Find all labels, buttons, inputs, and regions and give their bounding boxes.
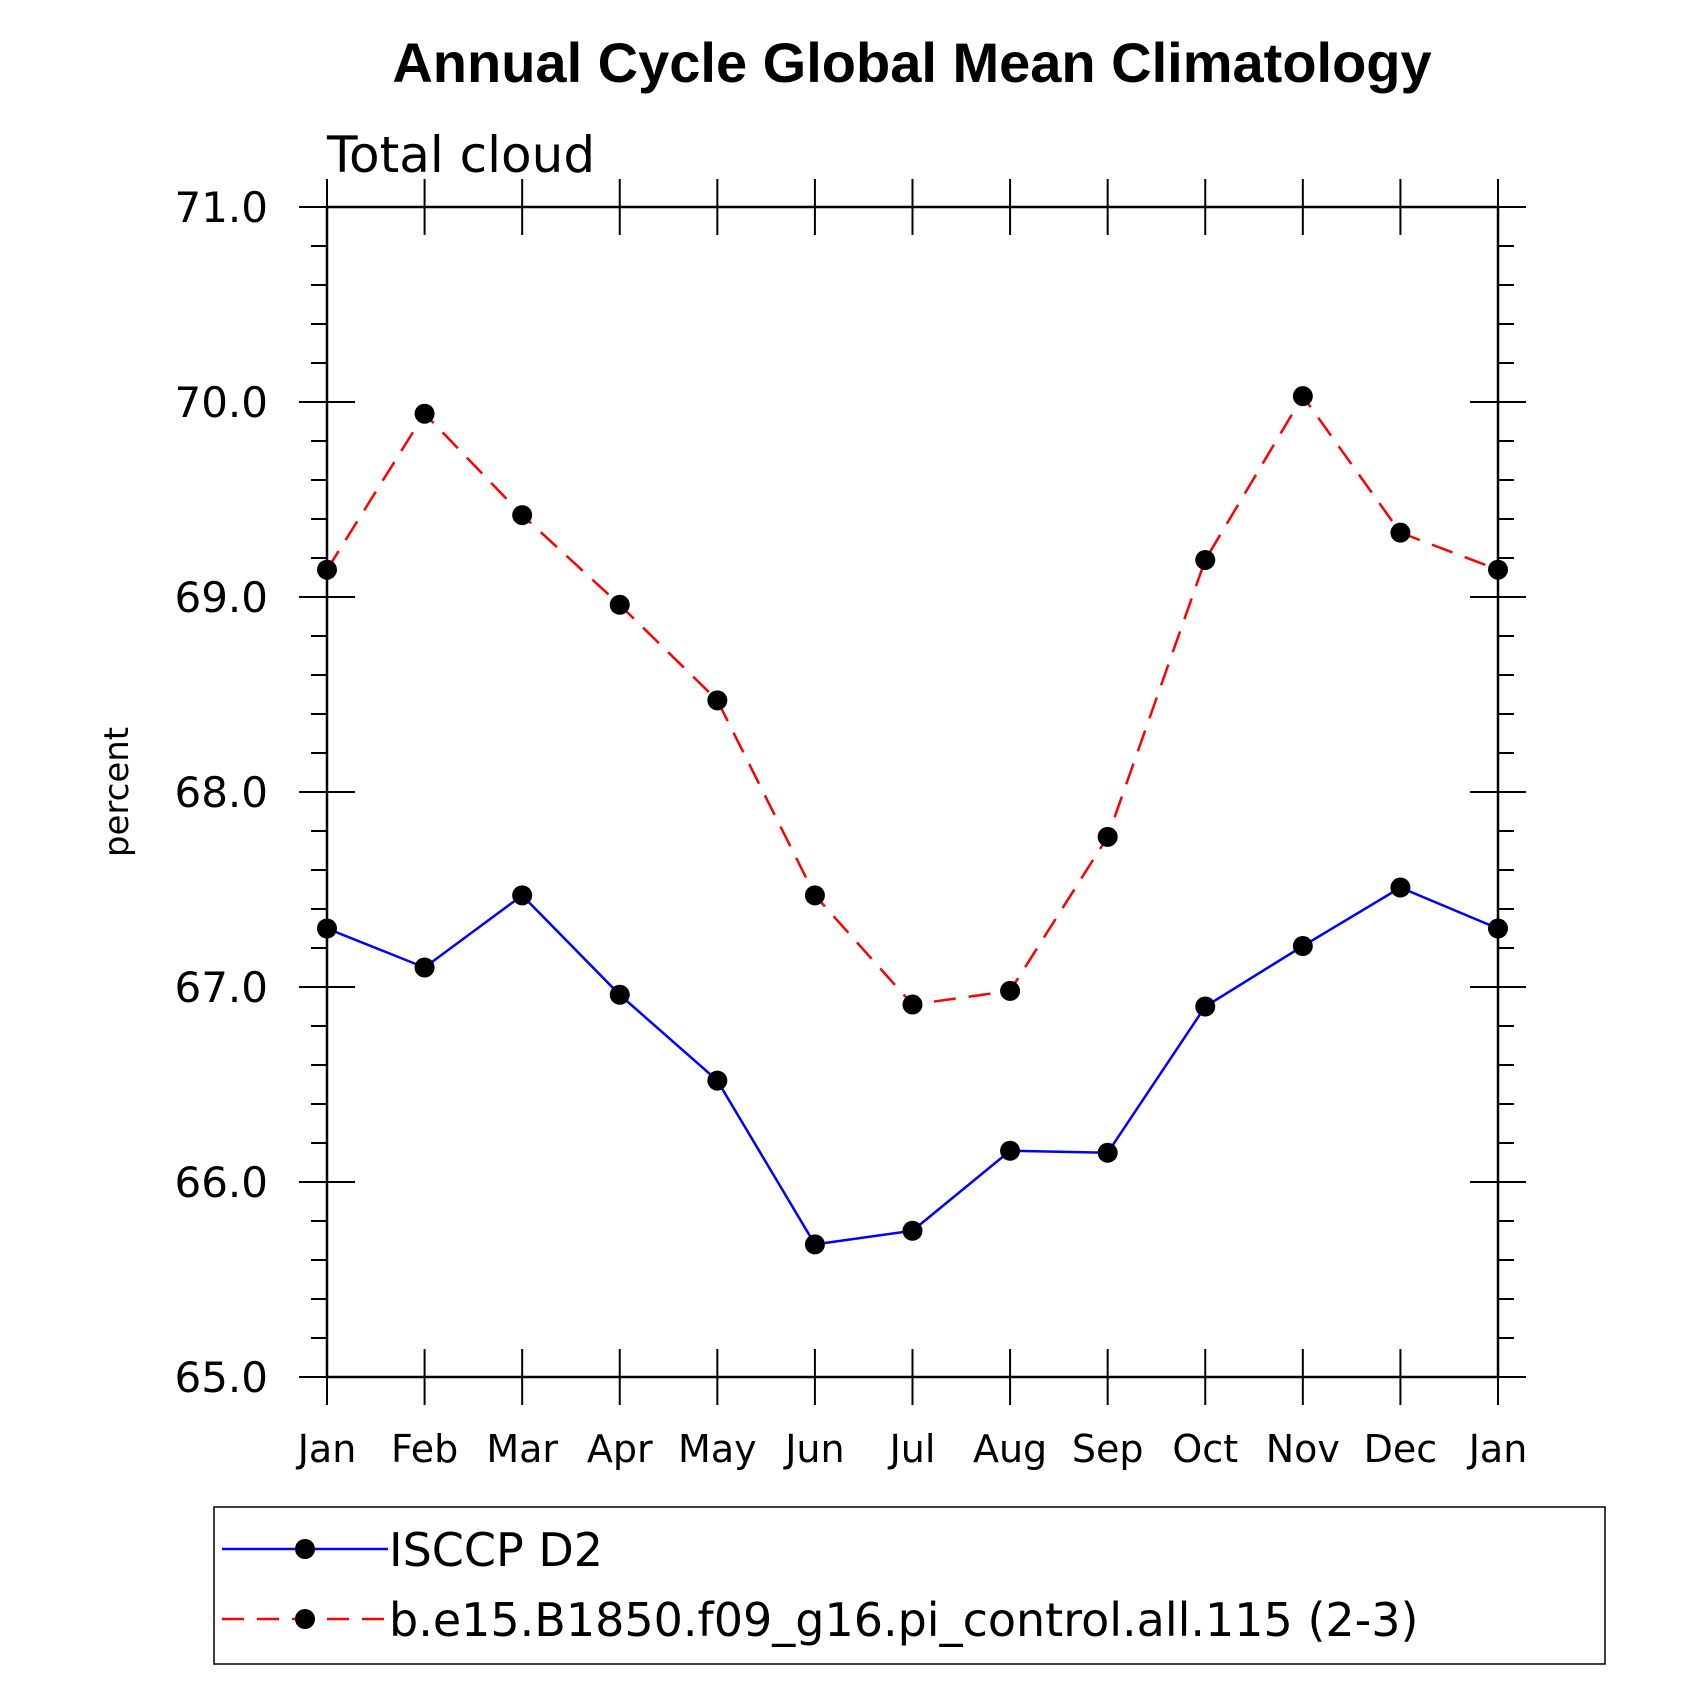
y-tick-label: 68.0 xyxy=(174,768,268,817)
x-tick-label: Apr xyxy=(587,1427,653,1471)
x-tick-label: Sep xyxy=(1072,1427,1144,1471)
x-tick-label: Mar xyxy=(486,1427,558,1471)
x-tick-label: Feb xyxy=(391,1427,458,1471)
y-tick-label: 69.0 xyxy=(174,573,268,622)
data-point xyxy=(804,885,825,906)
data-point xyxy=(317,918,337,939)
x-tick-label: Jul xyxy=(888,1427,936,1471)
series-line xyxy=(325,393,1499,1006)
data-point xyxy=(1097,1142,1118,1163)
y-tick-label: 67.0 xyxy=(174,963,268,1012)
data-point xyxy=(1488,559,1508,580)
data-point xyxy=(1390,877,1411,898)
data-point xyxy=(414,957,435,978)
data-point xyxy=(1488,918,1508,939)
y-tick-label: 71.0 xyxy=(174,183,268,232)
x-tick-label: Nov xyxy=(1266,1427,1340,1471)
data-point xyxy=(512,505,533,526)
series-layer xyxy=(317,386,1508,1255)
axes: 65.0 66.0 67.0 68.0 69.0 70.0 71.0 Jan Feb Mar Apr… xyxy=(174,179,1527,1471)
legend-label: b.e15.B1850.f09_g16.pi_control.all.115 (… xyxy=(389,1593,1418,1647)
legend: ISCCP D2 b.e15.B1850.f09_g16.pi_control.a… xyxy=(213,1506,1606,1665)
data-point xyxy=(1000,1140,1021,1161)
legend-marker xyxy=(295,1539,315,1559)
data-point xyxy=(1097,826,1118,847)
data-point xyxy=(1292,936,1313,957)
data-point xyxy=(804,1234,825,1255)
y-tick-label: 65.0 xyxy=(174,1353,268,1402)
x-tick-label: Jan xyxy=(296,1427,357,1471)
data-point xyxy=(902,1220,923,1241)
data-point xyxy=(317,559,337,580)
data-point xyxy=(1000,980,1021,1001)
data-point xyxy=(414,403,435,424)
y-tick-label: 66.0 xyxy=(174,1158,268,1207)
chart-title: Annual Cycle Global Mean Climatology xyxy=(392,31,1431,94)
data-point xyxy=(512,885,533,906)
x-tick-label: Oct xyxy=(1172,1427,1238,1471)
chart-subtitle: Total cloud xyxy=(326,126,595,184)
data-point xyxy=(707,690,728,711)
x-tick-label: Aug xyxy=(973,1427,1047,1471)
x-tick-label: May xyxy=(678,1427,757,1471)
x-tick-label: Jun xyxy=(783,1427,844,1471)
x-tick-label: Jan xyxy=(1467,1427,1528,1471)
data-point xyxy=(1390,522,1411,543)
y-axis-label: percent xyxy=(97,727,137,857)
x-tick-label: Dec xyxy=(1364,1427,1438,1471)
data-point xyxy=(1195,549,1216,570)
data-point xyxy=(707,1070,728,1091)
data-point xyxy=(1195,996,1216,1017)
legend-box xyxy=(213,1506,1606,1665)
data-point xyxy=(609,594,630,615)
legend-label: ISCCP D2 xyxy=(389,1523,603,1577)
data-point xyxy=(609,984,630,1005)
data-point xyxy=(902,994,923,1015)
plot-frame xyxy=(325,205,1500,1379)
series-line xyxy=(326,886,1499,1246)
data-point xyxy=(1292,386,1313,407)
y-tick-label: 70.0 xyxy=(174,378,268,427)
legend-marker xyxy=(295,1609,315,1629)
